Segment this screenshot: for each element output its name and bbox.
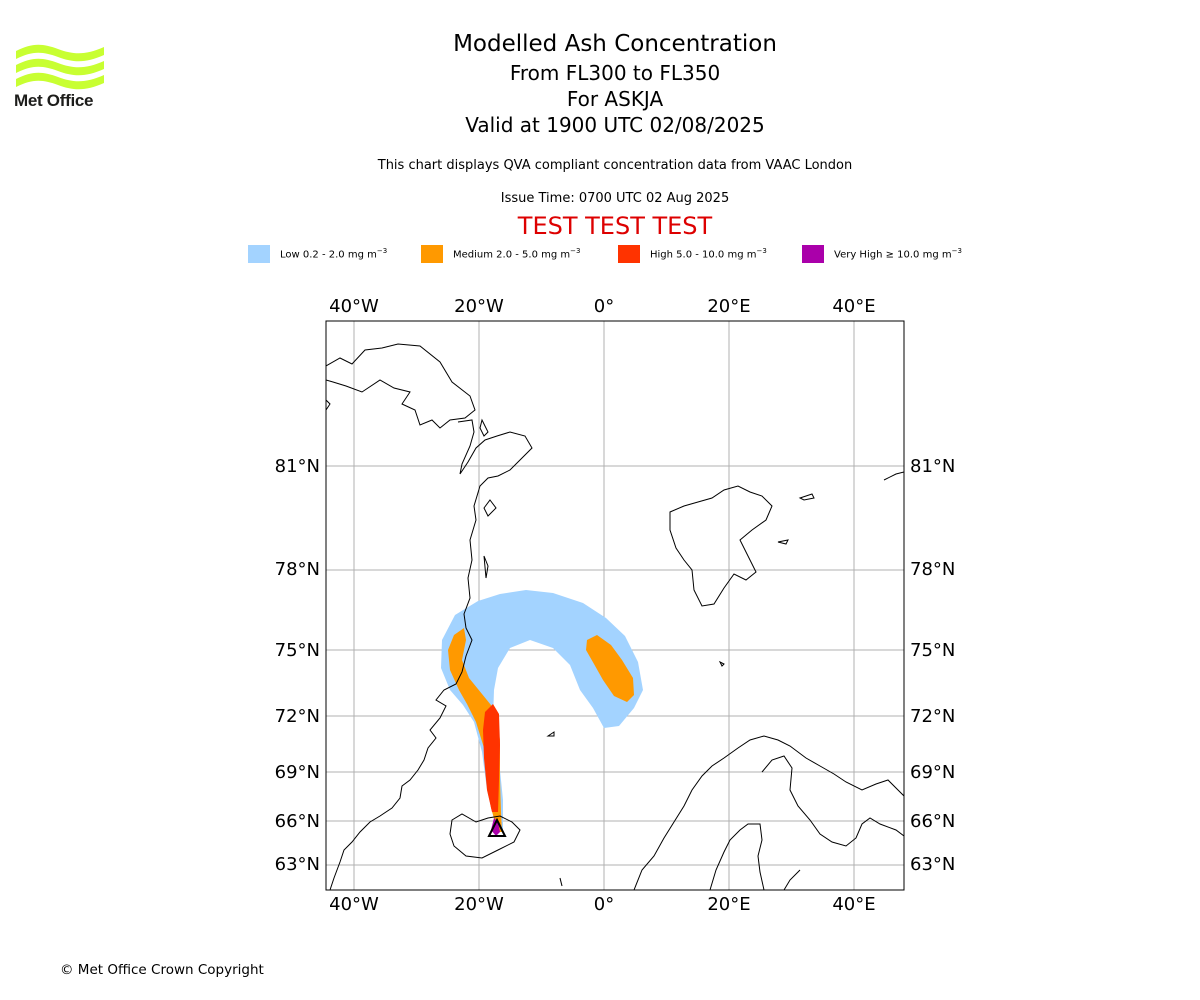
brand-name: Met Office bbox=[14, 91, 94, 110]
flight-levels: From FL300 to FL350 bbox=[509, 61, 721, 85]
legend-unit-exp: −3 bbox=[376, 247, 388, 256]
legend-item-medium: Medium 2.0 - 5.0 mg m−3 bbox=[421, 244, 580, 264]
coastlines bbox=[326, 343, 904, 890]
copyright: © Met Office Crown Copyright bbox=[60, 962, 264, 978]
gridlines bbox=[326, 321, 904, 890]
lon-label-bottom: 20°E bbox=[707, 894, 750, 915]
lat-label-right: 63°N bbox=[910, 854, 955, 875]
lon-label-top: 20°E bbox=[707, 296, 750, 317]
legend-item-high: High 5.0 - 10.0 mg m−3 bbox=[618, 244, 767, 264]
lon-label-bottom: 20°W bbox=[454, 894, 504, 915]
legend-item-very-high: Very High ≥ 10.0 mg m−3 bbox=[802, 244, 962, 264]
legend-swatch-high bbox=[618, 245, 640, 263]
lat-label-right: 78°N bbox=[910, 559, 955, 580]
legend-swatch-medium bbox=[421, 245, 443, 263]
legend: Low 0.2 - 2.0 mg m−3 Medium 2.0 - 5.0 mg… bbox=[0, 244, 1200, 264]
lat-label-right: 66°N bbox=[910, 811, 955, 832]
lat-label-left: 75°N bbox=[275, 640, 320, 661]
legend-label-medium: Medium 2.0 - 5.0 mg m bbox=[453, 249, 571, 261]
legend-unit-exp: −3 bbox=[756, 247, 767, 256]
lat-label-right: 75°N bbox=[910, 640, 955, 661]
lon-label-bottom: 0° bbox=[594, 894, 614, 915]
test-banner: TEST TEST TEST bbox=[517, 212, 713, 240]
lat-label-right: 81°N bbox=[910, 456, 955, 477]
legend-label-low: Low 0.2 - 2.0 mg m bbox=[280, 249, 377, 261]
legend-unit-exp: −3 bbox=[570, 247, 581, 256]
lon-label-top: 40°W bbox=[329, 296, 379, 317]
lon-labels-top: 40°W 20°W 0° 20°E 40°E bbox=[329, 296, 875, 317]
ash-high-area bbox=[483, 704, 500, 812]
lon-label-bottom: 40°W bbox=[329, 894, 379, 915]
lat-label-left: 78°N bbox=[275, 559, 320, 580]
legend-swatch-very-high bbox=[802, 245, 824, 263]
lat-label-left: 63°N bbox=[275, 854, 320, 875]
valid-time: Valid at 1900 UTC 02/08/2025 bbox=[465, 113, 765, 137]
lon-label-top: 0° bbox=[594, 296, 614, 317]
ash-medium-area-east bbox=[586, 635, 634, 702]
title-block: Modelled Ash Concentration From FL300 to… bbox=[315, 28, 915, 138]
description: This chart displays QVA compliant concen… bbox=[377, 158, 853, 173]
volcano-marker bbox=[487, 817, 507, 837]
chart-title: Modelled Ash Concentration bbox=[453, 31, 777, 57]
legend-label-very-high: Very High ≥ 10.0 mg m bbox=[834, 249, 952, 261]
lat-label-right: 72°N bbox=[910, 706, 955, 727]
legend-item-low: Low 0.2 - 2.0 mg m−3 bbox=[248, 244, 387, 264]
lat-label-left: 69°N bbox=[275, 762, 320, 783]
lon-labels-bottom: 40°W 20°W 0° 20°E 40°E bbox=[329, 894, 875, 915]
lat-label-right: 69°N bbox=[910, 762, 955, 783]
lon-label-top: 40°E bbox=[832, 296, 875, 317]
legend-unit-exp: −3 bbox=[951, 247, 962, 256]
met-office-logo bbox=[16, 44, 104, 90]
lat-label-left: 81°N bbox=[275, 456, 320, 477]
ash-plume bbox=[441, 590, 643, 836]
volcano-name: For ASKJA bbox=[566, 87, 664, 111]
legend-swatch-low bbox=[248, 245, 270, 263]
map-frame bbox=[325, 320, 905, 891]
lat-label-left: 66°N bbox=[275, 811, 320, 832]
lat-label-left: 72°N bbox=[275, 706, 320, 727]
lon-label-top: 20°W bbox=[454, 296, 504, 317]
lat-labels-left: 81°N 78°N 75°N 72°N 69°N 66°N 63°N bbox=[275, 456, 320, 875]
lat-labels-right: 81°N 78°N 75°N 72°N 69°N 66°N 63°N bbox=[910, 456, 955, 875]
legend-label-high: High 5.0 - 10.0 mg m bbox=[650, 249, 757, 261]
issue-time: Issue Time: 0700 UTC 02 Aug 2025 bbox=[500, 191, 730, 206]
lon-label-bottom: 40°E bbox=[832, 894, 875, 915]
